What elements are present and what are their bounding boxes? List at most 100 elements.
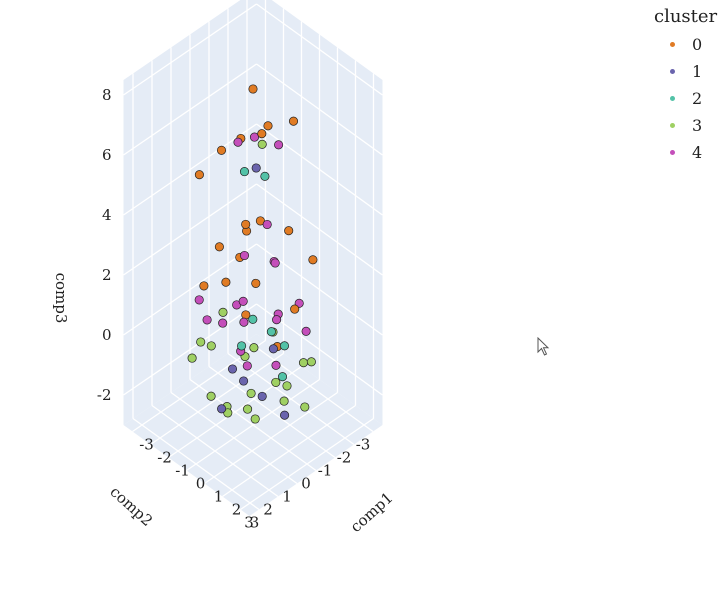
data-point-cluster-3[interactable]	[206, 391, 216, 401]
data-point-cluster-4[interactable]	[239, 317, 249, 327]
data-point-cluster-0[interactable]	[241, 219, 251, 229]
legend-marker-4	[670, 150, 675, 155]
grid-line	[123, 123, 257, 216]
data-point-cluster-3[interactable]	[206, 341, 216, 351]
data-point-cluster-4[interactable]	[270, 258, 280, 268]
data-point-cluster-2[interactable]	[260, 171, 270, 181]
legend: cluster 0 1 2 3 4	[650, 6, 726, 166]
y-tick-label: 0	[301, 475, 311, 493]
data-point-cluster-3[interactable]	[223, 408, 233, 418]
data-point-cluster-1[interactable]	[251, 163, 261, 173]
data-point-cluster-0[interactable]	[216, 145, 227, 155]
data-point-cluster-3[interactable]	[243, 404, 253, 414]
data-point-cluster-0[interactable]	[251, 278, 261, 288]
data-point-cluster-3[interactable]	[271, 377, 281, 387]
data-point-cluster-0[interactable]	[308, 255, 318, 265]
z-tick-label: 0	[102, 326, 112, 344]
data-point-cluster-2[interactable]	[239, 167, 250, 177]
x-tick-label: -2	[157, 449, 172, 467]
data-points[interactable]	[187, 84, 318, 424]
data-point-cluster-2[interactable]	[237, 341, 247, 351]
data-point-cluster-3[interactable]	[279, 396, 289, 406]
data-point-cluster-3[interactable]	[250, 414, 260, 424]
legend-item-0[interactable]: 0	[650, 31, 726, 58]
data-point-cluster-0[interactable]	[284, 226, 294, 236]
legend-item-3[interactable]: 3	[650, 112, 726, 139]
data-point-cluster-3[interactable]	[306, 357, 316, 367]
legend-label-1: 1	[692, 62, 703, 81]
data-point-cluster-1[interactable]	[257, 391, 267, 401]
data-point-cluster-4[interactable]	[249, 132, 260, 142]
data-point-cluster-3[interactable]	[187, 353, 197, 363]
legend-label-2: 2	[692, 89, 703, 108]
y-tick-label: 3	[244, 514, 254, 532]
data-point-cluster-3[interactable]	[257, 139, 267, 149]
legend-item-1[interactable]: 1	[650, 58, 726, 85]
data-point-cluster-0[interactable]	[248, 84, 258, 94]
data-point-cluster-3[interactable]	[249, 343, 259, 353]
legend-item-2[interactable]: 2	[650, 85, 726, 112]
grid-line	[256, 123, 383, 216]
data-point-cluster-4[interactable]	[239, 250, 250, 261]
data-point-cluster-0[interactable]	[257, 129, 267, 139]
z-tick-label: 6	[102, 146, 112, 164]
data-point-cluster-1[interactable]	[280, 410, 290, 420]
data-point-cluster-2[interactable]	[266, 327, 276, 337]
data-point-cluster-1[interactable]	[227, 364, 238, 374]
data-point-cluster-0[interactable]	[290, 304, 300, 314]
data-point-cluster-1[interactable]	[217, 404, 227, 414]
data-point-cluster-3[interactable]	[298, 358, 309, 368]
data-point-cluster-4[interactable]	[202, 315, 212, 325]
legend-title: cluster	[654, 6, 718, 27]
data-point-cluster-4[interactable]	[271, 360, 281, 370]
grid-line	[132, 417, 260, 511]
data-point-cluster-1[interactable]	[268, 344, 278, 354]
x-tick-label: -3	[139, 436, 154, 454]
grid-line	[246, 339, 374, 433]
data-point-cluster-0[interactable]	[288, 116, 299, 126]
grid-line	[123, 243, 257, 336]
grid-line	[256, 63, 383, 156]
y-tick-label: 2	[263, 501, 273, 519]
legend-label-4: 4	[692, 143, 703, 162]
legend-marker-3	[670, 123, 675, 128]
data-point-cluster-4[interactable]	[242, 361, 252, 371]
data-point-cluster-4[interactable]	[238, 296, 248, 306]
x-axis-title: comp1	[347, 489, 397, 536]
data-point-cluster-0[interactable]	[214, 242, 224, 252]
data-point-cluster-2[interactable]	[279, 341, 290, 351]
x-tick-label: -1	[175, 462, 190, 480]
data-point-cluster-3[interactable]	[246, 388, 256, 398]
data-point-cluster-3[interactable]	[282, 381, 292, 391]
data-point-cluster-0[interactable]	[221, 277, 231, 287]
z-tick-label: 2	[102, 266, 112, 284]
data-point-cluster-2[interactable]	[277, 372, 288, 382]
data-point-cluster-4[interactable]	[194, 295, 204, 305]
y-tick-label: -1	[318, 462, 333, 480]
x-tick-label: 1	[214, 488, 224, 506]
data-point-cluster-3[interactable]	[218, 307, 228, 317]
data-point-cluster-4[interactable]	[218, 318, 228, 328]
data-point-cluster-4[interactable]	[301, 326, 311, 336]
legend-label-0: 0	[692, 35, 703, 54]
data-point-cluster-4[interactable]	[262, 219, 272, 230]
data-point-cluster-3[interactable]	[196, 337, 206, 347]
legend-marker-2	[670, 96, 675, 101]
legend-marker-1	[670, 69, 675, 74]
legend-item-4[interactable]: 4	[650, 139, 726, 166]
grid-line	[123, 183, 257, 276]
data-point-cluster-0[interactable]	[199, 281, 209, 291]
legend-marker-0	[670, 42, 675, 47]
y-tick-label: -3	[356, 436, 371, 454]
data-point-cluster-0[interactable]	[194, 170, 204, 180]
data-point-cluster-4[interactable]	[272, 315, 282, 325]
data-point-cluster-4[interactable]	[233, 137, 243, 147]
data-point-cluster-3[interactable]	[300, 402, 310, 412]
data-point-cluster-4[interactable]	[274, 140, 284, 150]
data-point-cluster-2[interactable]	[248, 314, 258, 324]
z-tick-label: 8	[102, 86, 112, 104]
data-point-cluster-0[interactable]	[263, 121, 273, 131]
data-point-cluster-1[interactable]	[239, 376, 249, 386]
